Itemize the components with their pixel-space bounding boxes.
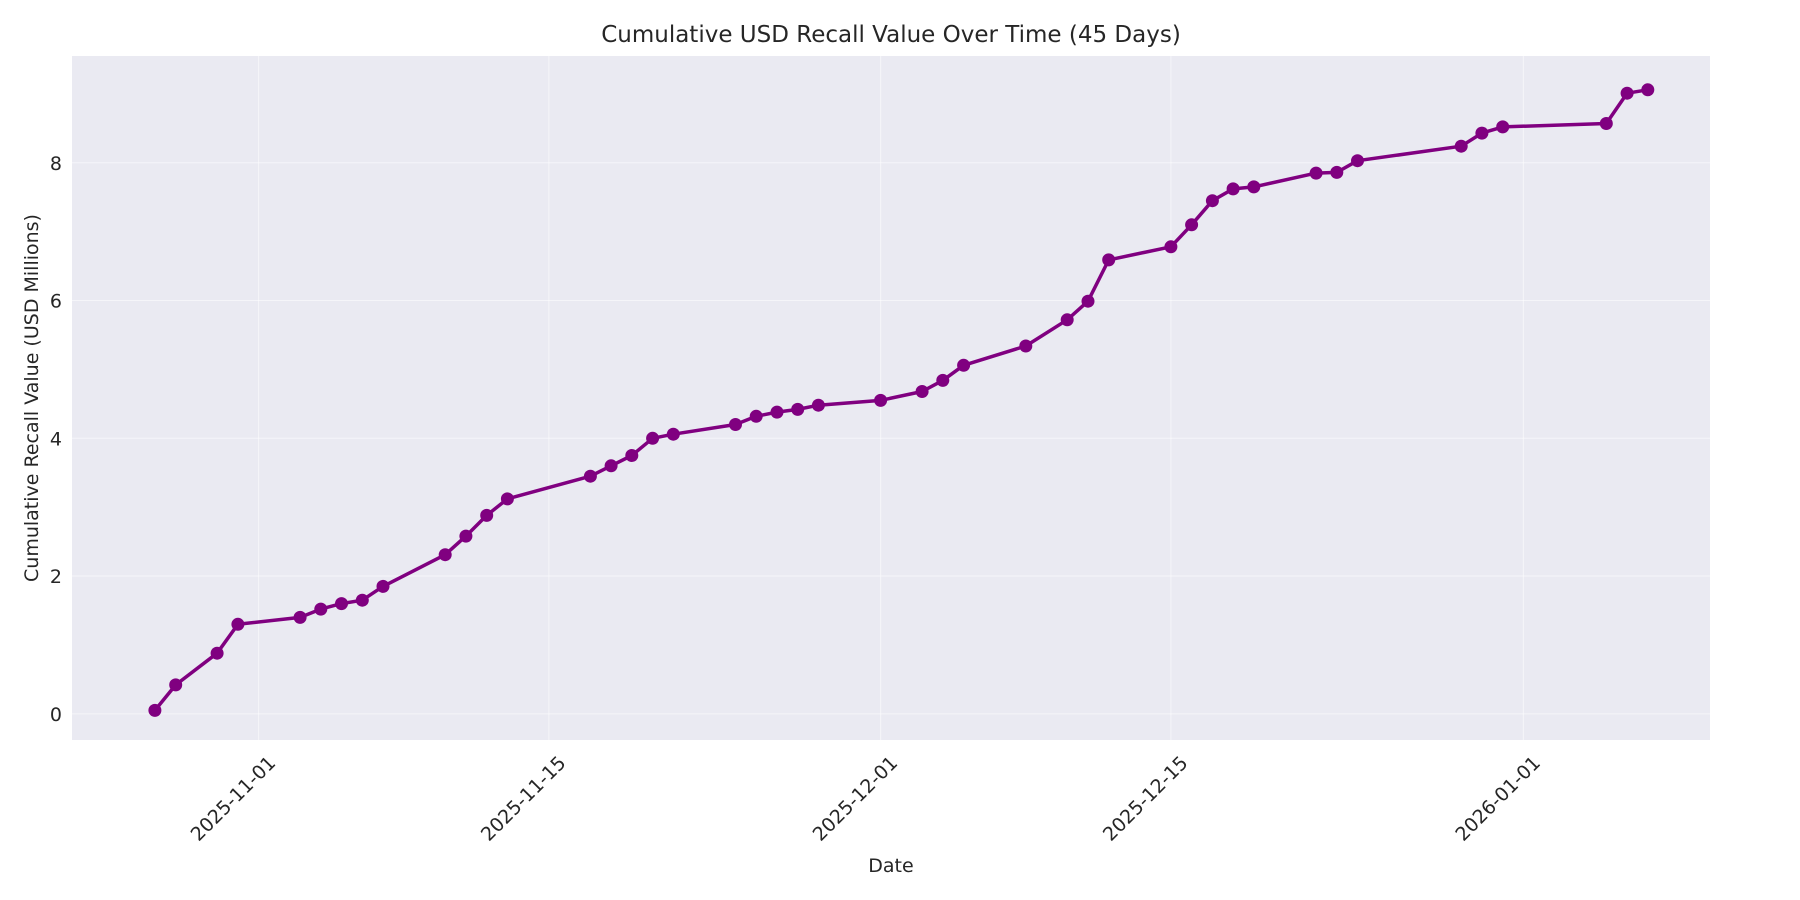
data-point [314, 602, 328, 616]
series-layer [148, 83, 1655, 717]
x-tick-label: 2025-11-15 [477, 752, 571, 846]
data-point [500, 492, 514, 506]
y-tick-label: 8 [50, 153, 62, 175]
data-point [915, 385, 929, 398]
data-point [1081, 294, 1095, 308]
data-point [625, 449, 639, 462]
data-point [210, 646, 224, 660]
x-tick-label: 2025-12-15 [1099, 752, 1193, 846]
x-tick-label: 2025-11-01 [187, 752, 281, 846]
data-point [646, 431, 660, 445]
x-tick-label: 2025-12-01 [809, 752, 903, 846]
data-point [1309, 166, 1323, 180]
data-point [376, 579, 390, 593]
data-point [1475, 126, 1489, 140]
data-point [1205, 194, 1219, 208]
data-point [666, 427, 680, 441]
data-point [1454, 139, 1468, 153]
data-point [1351, 154, 1364, 168]
data-point [583, 469, 597, 483]
data-point [438, 548, 452, 562]
data-point [293, 610, 307, 624]
data-point [1102, 253, 1116, 267]
data-point [231, 617, 245, 631]
data-point [148, 703, 162, 717]
data-point [480, 508, 494, 522]
data-point [749, 409, 763, 423]
data-point [1620, 86, 1634, 100]
data-point [1247, 180, 1261, 194]
y-tick-label: 4 [50, 428, 62, 450]
y-tick-label: 6 [50, 291, 62, 313]
data-point [604, 459, 618, 473]
data-point [1496, 120, 1510, 134]
chart-title: Cumulative USD Recall Value Over Time (4… [601, 22, 1181, 48]
data-point [1599, 117, 1613, 130]
data-point [1019, 339, 1033, 353]
data-point [1060, 313, 1074, 327]
y-axis-label: Cumulative Recall Value (USD Millions) [21, 214, 43, 582]
data-point [791, 402, 805, 416]
data-point [335, 597, 348, 611]
data-point [874, 393, 888, 407]
data-point [729, 418, 742, 431]
data-point [1330, 165, 1344, 179]
data-point [936, 373, 950, 387]
x-tick-label: 2026-01-01 [1451, 752, 1545, 846]
data-point [811, 398, 825, 412]
data-point [459, 529, 473, 543]
grid [72, 56, 1710, 740]
data-point [169, 678, 183, 692]
y-tick-label: 0 [50, 704, 62, 726]
y-tick-label: 2 [50, 566, 62, 588]
data-point [355, 593, 369, 607]
data-point [1641, 83, 1655, 97]
data-point [770, 405, 784, 419]
data-point [1185, 218, 1199, 232]
x-axis-label: Date [868, 855, 913, 877]
data-point [957, 358, 971, 372]
data-point [1226, 182, 1240, 196]
data-point [1164, 240, 1178, 254]
